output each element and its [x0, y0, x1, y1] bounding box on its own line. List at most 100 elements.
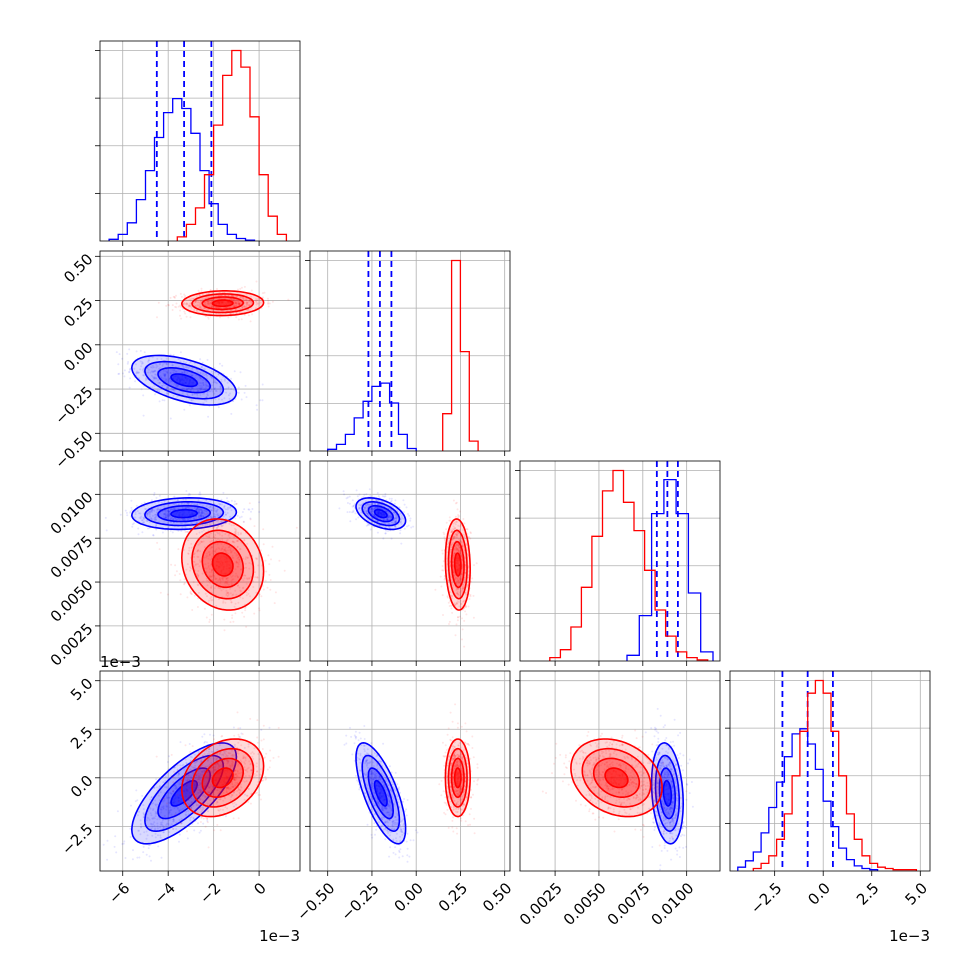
scatter-point [237, 556, 240, 559]
scatter-point [366, 512, 369, 515]
scatter-point [249, 320, 252, 323]
scatter-point [206, 300, 209, 303]
scatter-point [399, 532, 402, 535]
scatter-point [219, 578, 222, 581]
scatter-point [199, 299, 202, 302]
scatter-point [208, 534, 211, 536]
scatter-point [135, 371, 138, 374]
scatter-point [190, 522, 193, 524]
scatter-point [239, 596, 242, 599]
scatter-point [448, 605, 451, 607]
scatter-point [153, 370, 156, 373]
scatter-point [236, 584, 239, 587]
scatter-point [393, 511, 396, 514]
scatter-point [171, 364, 174, 367]
scatter-point [191, 374, 194, 377]
scatter-point [245, 566, 248, 569]
scatter-point [409, 517, 412, 520]
scatter-point [210, 546, 213, 549]
scatter-point [246, 301, 249, 304]
scatter-point [190, 593, 193, 596]
scatter-point [174, 574, 177, 577]
scatter-point [209, 505, 212, 508]
scatter-point [165, 379, 168, 382]
scatter-point [194, 300, 197, 303]
scatter-point [212, 509, 215, 512]
scatter-point [191, 367, 194, 370]
scatter-point [181, 502, 183, 505]
scatter-point [201, 361, 204, 364]
scatter-point [219, 387, 222, 390]
scatter-point [355, 518, 358, 521]
scatter-point [220, 498, 223, 501]
scatter-point [238, 303, 241, 306]
scatter-point [254, 307, 257, 310]
scatter-point [235, 528, 237, 531]
scatter-point [249, 595, 252, 598]
scatter-point [150, 366, 152, 369]
scatter-point [209, 540, 212, 543]
scatter-point [268, 726, 271, 729]
scatter-point [203, 368, 206, 371]
scatter-point [262, 528, 265, 531]
scatter-point [129, 827, 132, 830]
scatter-point [235, 554, 238, 557]
scatter-point [188, 549, 191, 552]
scatter-point [221, 547, 224, 550]
scatter-point [234, 302, 237, 305]
scatter-point [369, 504, 371, 506]
scatter-point [160, 358, 163, 360]
scatter-point [213, 574, 216, 577]
scatter-point [392, 511, 395, 514]
scatter-point [150, 374, 153, 377]
scatter-point [209, 575, 212, 578]
scatter-point [210, 569, 213, 572]
scatter-point [346, 511, 349, 514]
scatter-point [212, 305, 215, 308]
scatter-point [169, 508, 172, 511]
scatter-point [202, 580, 205, 583]
scatter-point [166, 370, 169, 373]
scatter-point [235, 553, 238, 556]
scatter-point [207, 415, 210, 418]
scatter-point [367, 503, 370, 506]
scatter-point [225, 577, 228, 580]
scatter-point [199, 829, 202, 832]
scatter-point [164, 516, 167, 519]
scatter-points-series-1 [156, 502, 298, 632]
scatter-point [381, 501, 384, 503]
scatter-point [213, 381, 216, 384]
scatter-point [186, 393, 189, 396]
scatter-point [185, 361, 188, 364]
scatter-point [384, 526, 387, 529]
scatter-point [217, 525, 220, 528]
scatter-point [165, 363, 168, 366]
scatter-point [216, 306, 219, 309]
scatter-point [175, 294, 177, 297]
scatter-point [356, 495, 359, 498]
scatter-point [154, 513, 156, 516]
scatter-point [221, 398, 223, 401]
scatter-point [255, 280, 258, 283]
scatter-point [179, 292, 182, 295]
scatter-point [167, 303, 170, 306]
scatter-point [235, 561, 238, 563]
scatter-point [256, 741, 259, 744]
scatter-point [210, 557, 213, 560]
scatter-point [136, 856, 139, 859]
scatter-point [168, 755, 170, 758]
scatter-point [204, 534, 207, 537]
scatter-point [160, 501, 163, 504]
scatter-point [193, 553, 196, 556]
scatter-point [158, 494, 161, 497]
scatter-point [151, 386, 154, 389]
scatter-point [195, 521, 198, 524]
scatter-point [264, 579, 267, 582]
scatter-point [256, 557, 259, 560]
scatter-point [235, 300, 237, 303]
scatter-point [206, 595, 208, 598]
scatter-point [153, 492, 156, 494]
scatter-point [376, 492, 379, 494]
scatter-point [185, 506, 188, 509]
scatter-point [174, 564, 177, 567]
